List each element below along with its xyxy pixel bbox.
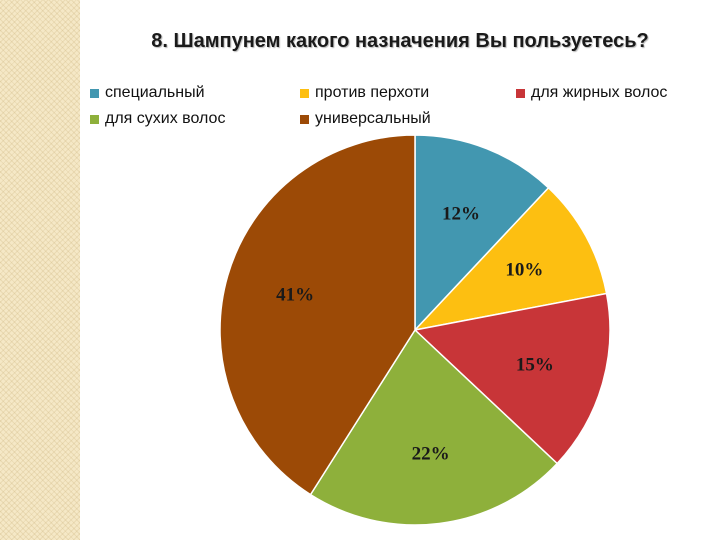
legend-swatch-dry-hair	[90, 114, 99, 124]
pie-label-universal: 41%	[276, 285, 314, 306]
legend-swatch-universal	[300, 114, 309, 124]
pie-label-anti-dandruff: 10%	[505, 259, 543, 280]
pie-slice-oily-hair	[413, 292, 611, 465]
pie-label-oily-hair: 15%	[516, 354, 554, 375]
legend-swatch-special	[90, 88, 99, 98]
pie-slice-anti-dandruff	[412, 186, 608, 332]
legend-item-oily-hair: для жирных волос	[516, 84, 667, 102]
legend-row: для сухих волос универсальный	[90, 106, 720, 132]
legend-row: специальный против перхоти для жирных во…	[90, 80, 720, 106]
pie-slice-dry-hair	[309, 328, 559, 526]
legend-label-special: специальный	[105, 84, 205, 101]
pie-slice-universal	[219, 134, 416, 496]
legend-swatch-anti-dandruff	[300, 88, 309, 98]
legend-label-universal: универсальный	[315, 110, 431, 127]
legend-swatch-oily-hair	[516, 88, 525, 98]
chart-title: 8. Шампунем какого назначения Вы пользуе…	[151, 30, 649, 52]
legend-item-anti-dandruff: против перхоти	[300, 84, 516, 102]
legend-item-special: специальный	[90, 84, 300, 102]
pie-slice-special	[414, 134, 550, 332]
legend-item-dry-hair: для сухих волос	[90, 110, 300, 128]
pie-label-dry-hair: 22%	[412, 443, 450, 464]
legend-label-dry-hair: для сухих волос	[105, 110, 226, 127]
legend-item-universal: универсальный	[300, 110, 516, 128]
pie-label-special: 12%	[442, 203, 480, 224]
legend-label-oily-hair: для жирных волос	[531, 84, 668, 101]
decorative-side-strip	[0, 0, 80, 540]
legend-label-anti-dandruff: против перхоти	[315, 84, 430, 101]
chart-legend: специальный против перхоти для жирных во…	[90, 80, 720, 132]
